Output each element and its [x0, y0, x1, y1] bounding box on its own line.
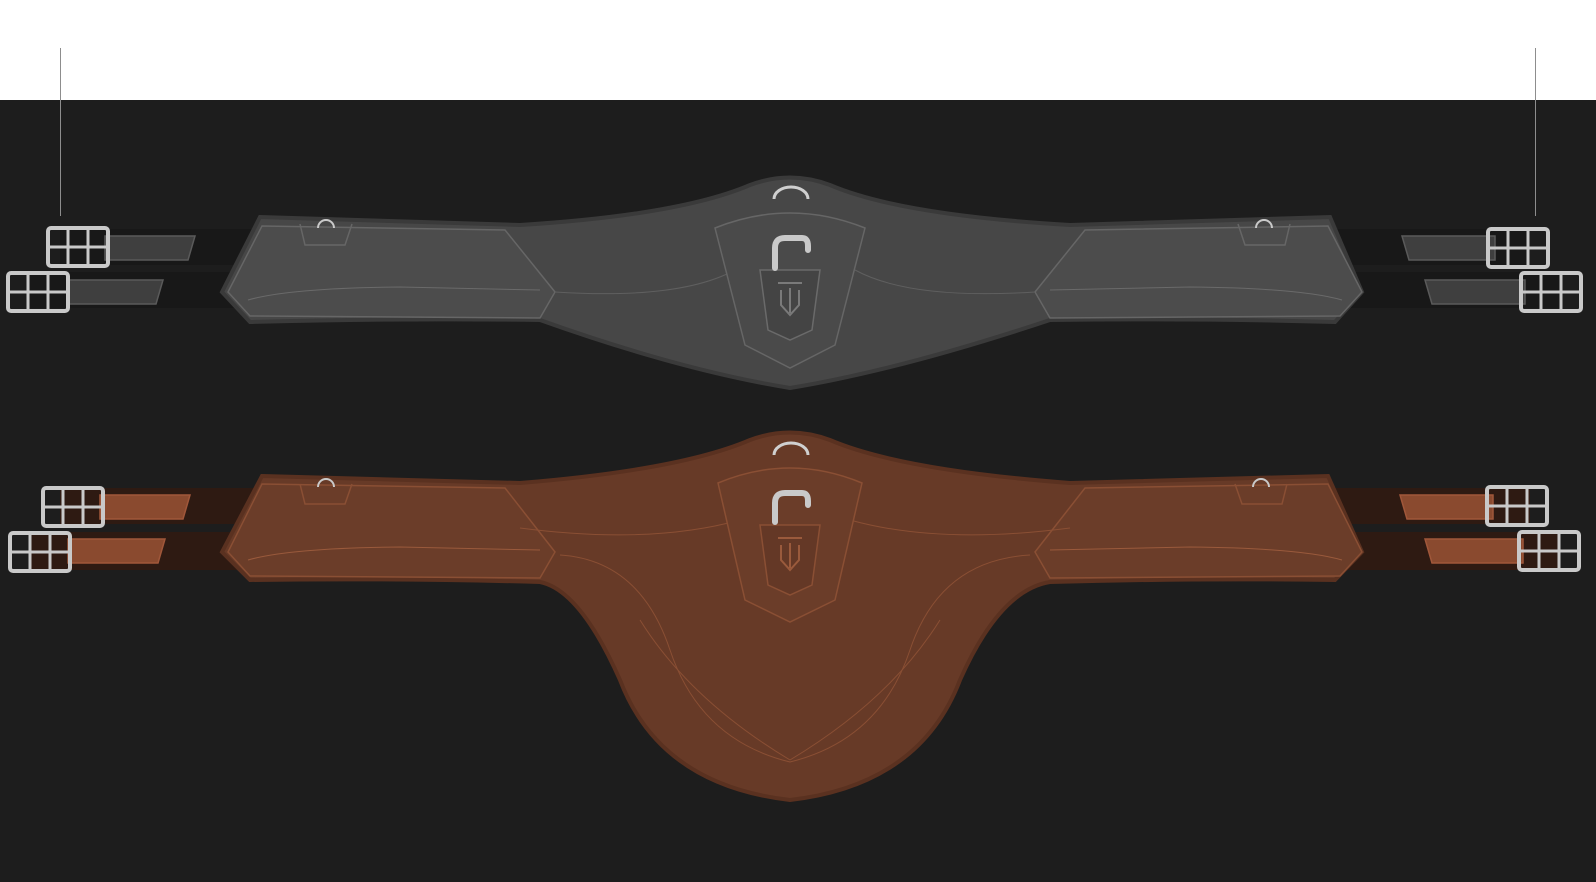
- d-ring-icon: [317, 219, 335, 229]
- notch-left: [299, 223, 353, 246]
- stitching: [554, 269, 736, 295]
- stitching: [519, 519, 741, 536]
- side-panel-left: [227, 483, 556, 579]
- elastic-tab: [99, 494, 191, 520]
- d-ring-icon: [1255, 219, 1273, 229]
- d-ring-icon: [772, 441, 810, 456]
- side-panel-right: [1034, 225, 1363, 319]
- brand-logo-icon: [778, 537, 802, 572]
- elastic-tab: [1399, 494, 1494, 520]
- d-ring-icon: [772, 185, 810, 200]
- d-ring-icon: [772, 490, 811, 525]
- top-white-strip: [0, 0, 1596, 100]
- side-panel-right: [1034, 483, 1363, 579]
- d-ring-icon: [317, 478, 335, 488]
- elastic-tab: [104, 235, 196, 261]
- d-ring-icon: [1252, 478, 1270, 488]
- elastic-tab: [67, 279, 164, 305]
- measure-line-left: [60, 48, 61, 216]
- brand-logo-icon: [778, 282, 802, 317]
- d-ring-icon: [772, 235, 811, 271]
- stitching: [247, 546, 541, 561]
- stitching: [854, 269, 1036, 295]
- notch-right: [1234, 483, 1288, 505]
- black-girth: [6, 175, 1583, 391]
- measure-line-right: [1535, 48, 1536, 216]
- stitching: [1049, 546, 1343, 561]
- notch-left: [299, 483, 353, 505]
- stitching: [639, 619, 791, 761]
- side-panel-left: [227, 225, 556, 319]
- elastic-tab: [1424, 279, 1526, 305]
- notch-right: [1237, 223, 1291, 246]
- brown-girth: [8, 430, 1581, 803]
- stitching: [789, 619, 941, 761]
- stitching: [559, 554, 1031, 763]
- stitching: [1049, 286, 1343, 301]
- elastic-tab: [1401, 235, 1496, 261]
- elastic-tab: [1424, 538, 1524, 564]
- stitching: [849, 519, 1071, 536]
- stitching: [247, 286, 541, 301]
- elastic-tab: [67, 538, 166, 564]
